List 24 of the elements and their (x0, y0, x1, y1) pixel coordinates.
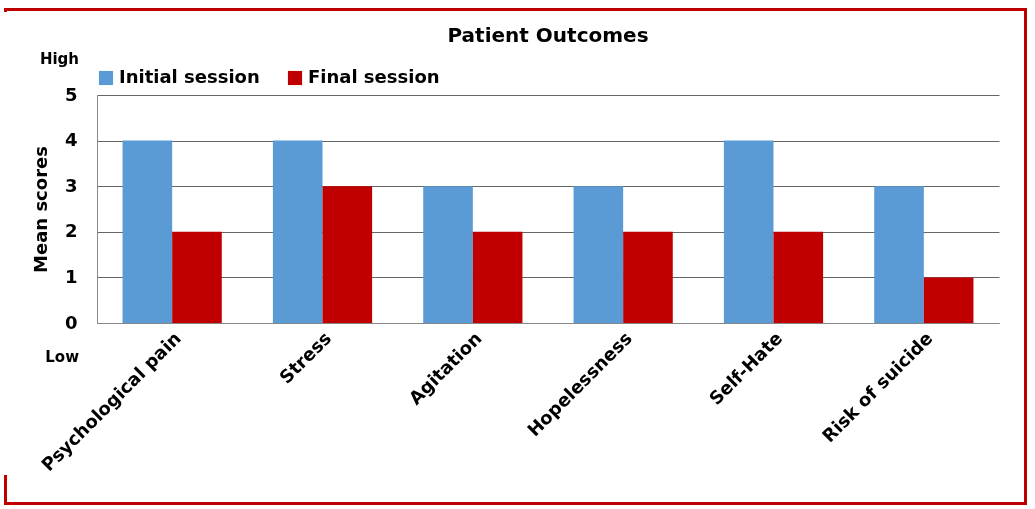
text: Low (45, 348, 80, 366)
bar (322, 186, 373, 323)
y-tick-label: 2 (64, 220, 78, 242)
bar (923, 277, 974, 323)
y-axis-title: Mean scores (29, 146, 51, 273)
y-tick-label: 4 (64, 129, 78, 151)
y-tick-label: 5 (64, 83, 78, 105)
bar (423, 186, 473, 323)
bar (272, 140, 323, 323)
legend-label: Initial session (119, 66, 260, 87)
bar (172, 231, 222, 323)
y-tick-label: 1 (64, 265, 78, 287)
bar (573, 186, 624, 323)
legend-label: Final session (308, 66, 440, 87)
y-tick-label: 0 (64, 311, 78, 333)
bar (122, 140, 173, 323)
bar (723, 140, 774, 323)
y-tick-label: 3 (64, 174, 78, 196)
chart-title: Patient Outcomes (447, 23, 649, 47)
bar (874, 186, 924, 323)
text: High (39, 50, 79, 68)
bar (472, 231, 523, 323)
bar (623, 231, 673, 323)
bar (773, 231, 824, 323)
